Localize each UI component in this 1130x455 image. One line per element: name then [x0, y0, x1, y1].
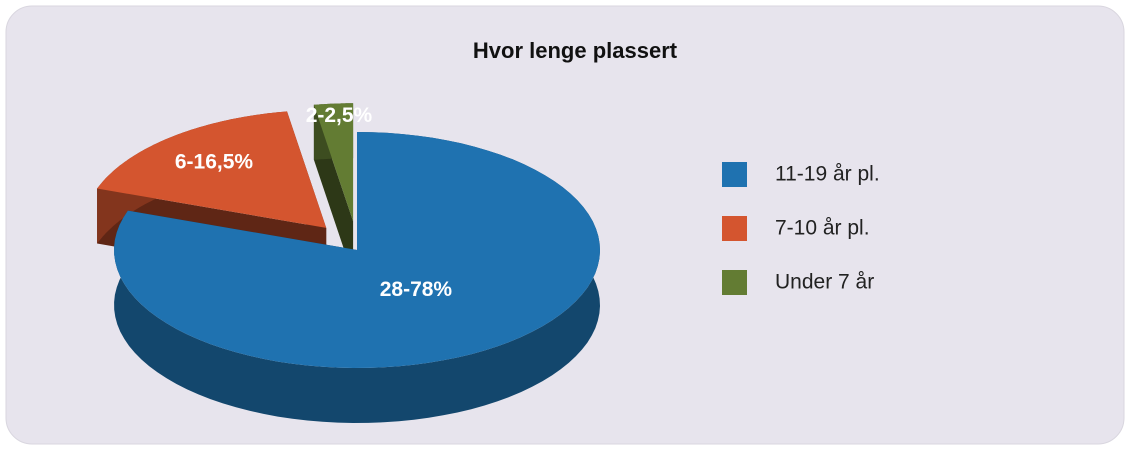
legend-label: 7-10 år pl. — [775, 217, 870, 240]
legend-swatch — [722, 162, 747, 187]
pie-slice — [313, 103, 354, 277]
legend-label: 11-19 år pl. — [775, 163, 880, 186]
slice-top — [313, 103, 354, 222]
pie-slice — [114, 132, 600, 423]
data-label: 6-16,5% — [175, 150, 254, 173]
legend-swatch — [722, 270, 747, 295]
data-label: 2-2,5% — [306, 104, 373, 127]
chart-title: Hvor lenge plassert — [473, 38, 678, 63]
legend-swatch — [722, 216, 747, 241]
data-label: 28-78% — [380, 278, 453, 301]
slice-top — [97, 111, 327, 228]
legend-label: Under 7 år — [775, 271, 874, 294]
slice-top — [114, 132, 600, 368]
